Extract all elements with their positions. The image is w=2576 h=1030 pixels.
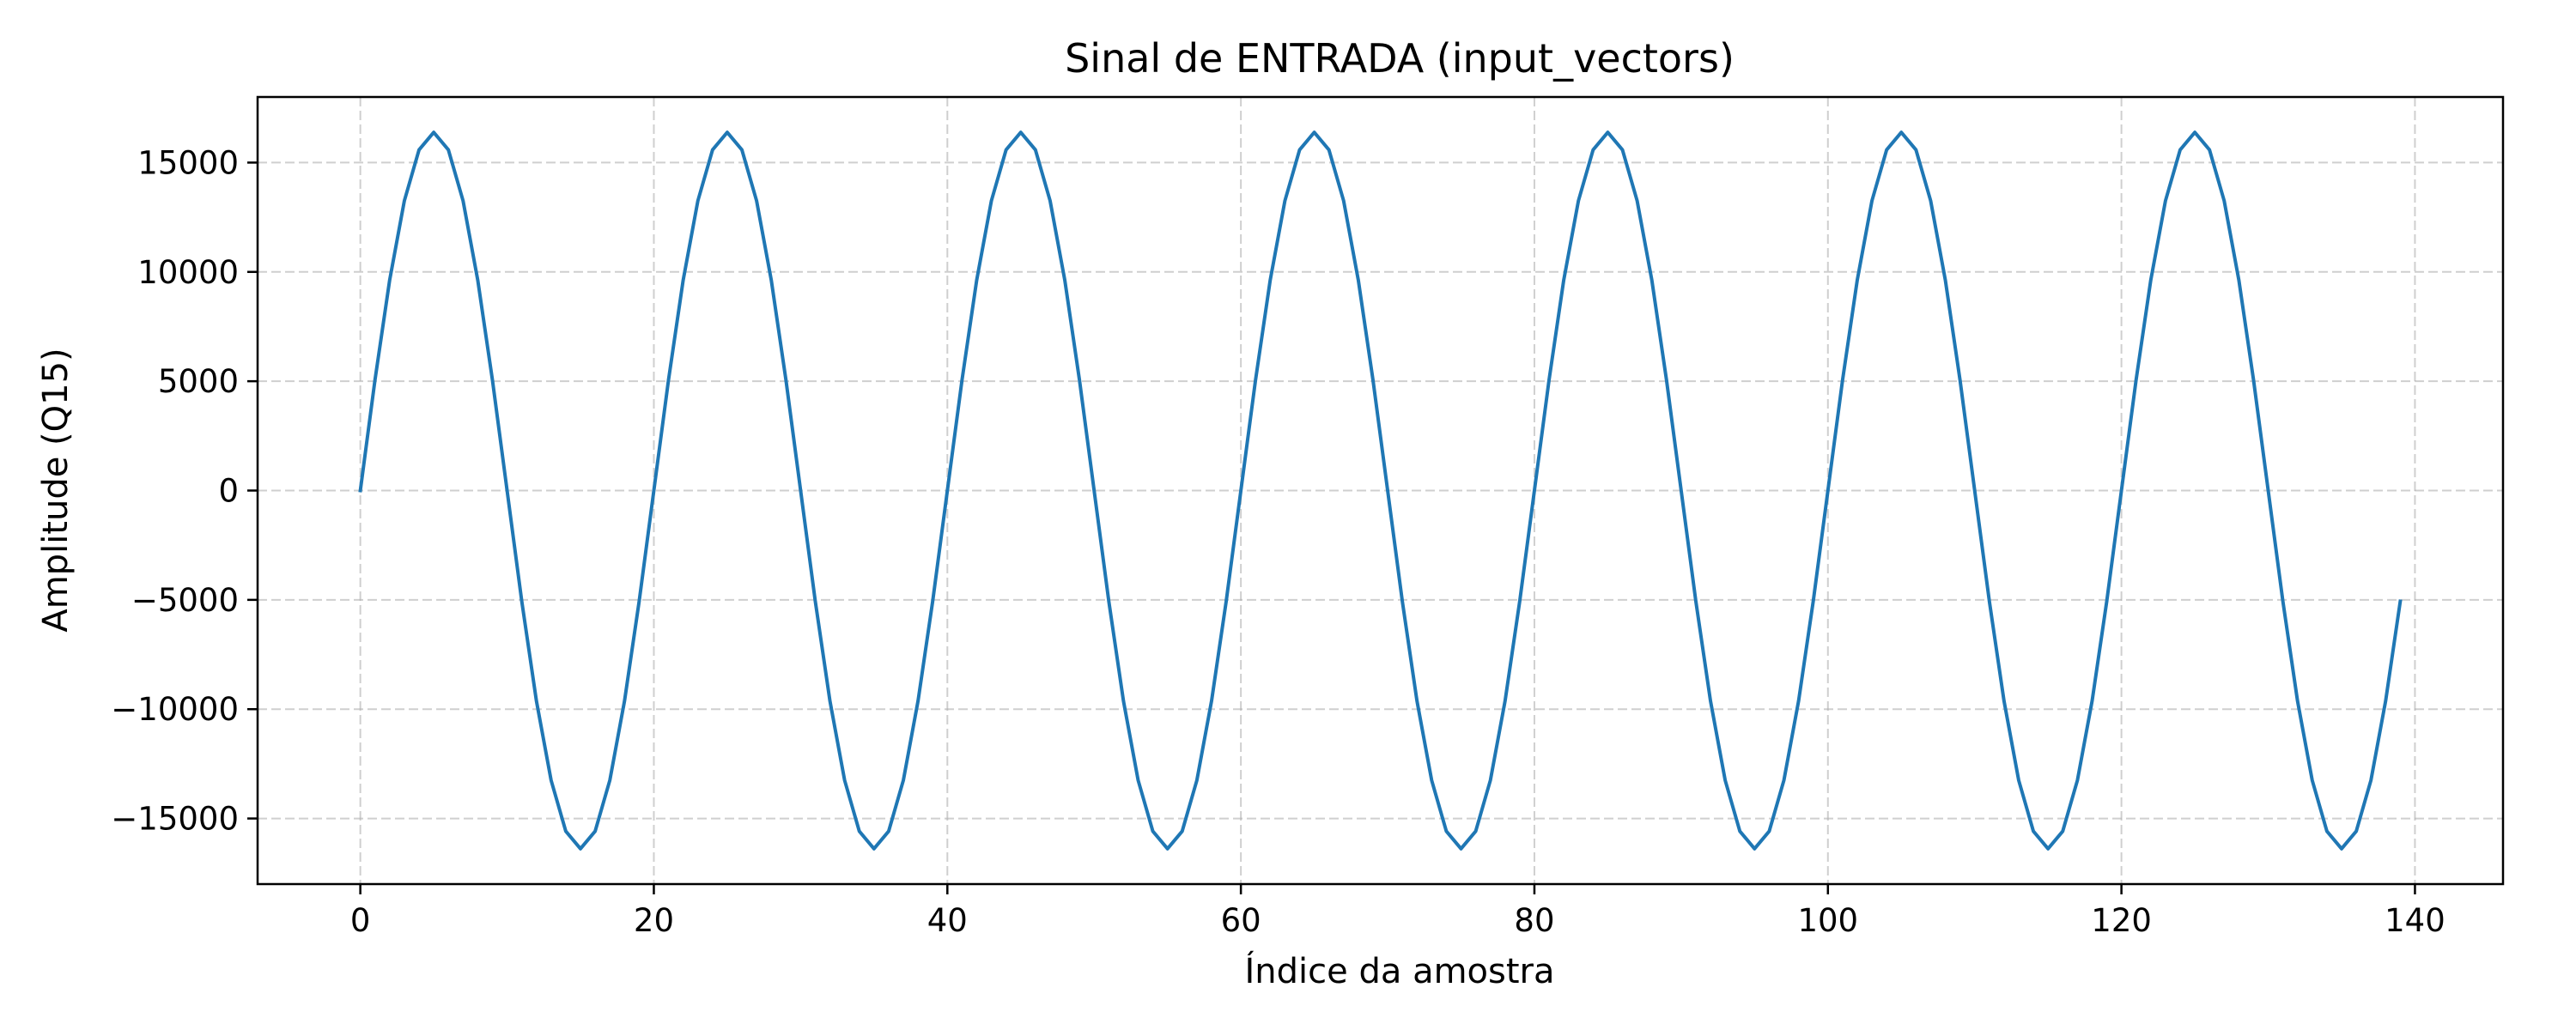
x-axis-label: Índice da amostra	[1244, 950, 1554, 991]
x-tick-label: 20	[634, 902, 674, 939]
x-tick-label: 80	[1514, 902, 1554, 939]
x-axis: 0 20 40 60 80 100 120 140	[350, 884, 2445, 939]
x-tick-label: 0	[350, 902, 371, 939]
y-axis: 15000 10000 5000 0 −5000 −10000 −15000	[111, 144, 258, 838]
y-tick-label: −5000	[131, 582, 239, 619]
y-tick-label: −10000	[111, 691, 239, 728]
x-tick-label: 100	[1797, 902, 1858, 939]
x-tick-label: 60	[1221, 902, 1261, 939]
grid-lines	[258, 97, 2503, 884]
x-tick-label: 140	[2385, 902, 2445, 939]
y-tick-label: 0	[218, 473, 239, 510]
series-lines	[358, 130, 2403, 851]
chart-title: Sinal de ENTRADA (input_vectors)	[1065, 35, 1735, 82]
series-line	[358, 130, 2403, 851]
y-tick-label: 15000	[137, 144, 239, 181]
x-tick-label: 40	[927, 902, 968, 939]
y-tick-label: 5000	[158, 363, 239, 400]
x-tick-label: 120	[2091, 902, 2152, 939]
y-tick-label: 10000	[137, 254, 239, 291]
y-axis-label: Amplitude (Q15)	[36, 348, 76, 632]
y-tick-label: −15000	[111, 801, 239, 838]
